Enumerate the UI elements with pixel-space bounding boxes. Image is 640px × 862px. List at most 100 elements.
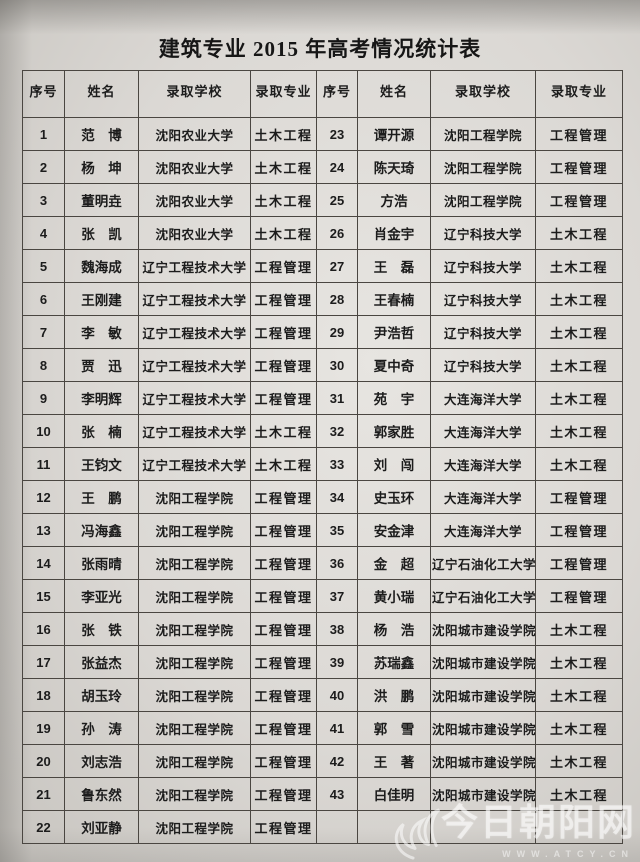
cell-serial: 36 <box>316 546 358 580</box>
cell-major: 工程管理 <box>250 282 317 316</box>
cell-name: 方浩 <box>357 183 431 217</box>
cell-major: 工程管理 <box>250 513 317 547</box>
cell-name: 肖金宇 <box>357 216 431 250</box>
cell-school: 沈阳工程学院 <box>138 546 251 580</box>
cell-name: 陈天琦 <box>357 150 431 184</box>
watermark-url: WWW.ATCY.CN <box>502 849 634 859</box>
column-header: 姓名 <box>64 70 139 118</box>
cell-school: 辽宁工程技术大学 <box>138 414 251 448</box>
cell-major <box>535 810 623 844</box>
cell-major: 工程管理 <box>535 480 623 514</box>
cell-major: 工程管理 <box>250 480 317 514</box>
table-row: 15 李亚光 沈阳工程学院 工程管理 37 黄小瑞 辽宁石油化工大学 工程管理 <box>22 579 623 613</box>
cell-major: 土木工程 <box>535 777 623 811</box>
cell-name: 金 超 <box>357 546 431 580</box>
cell-major: 工程管理 <box>250 348 317 382</box>
cell-serial: 37 <box>316 579 358 613</box>
cell-school: 沈阳农业大学 <box>138 117 251 151</box>
cell-name: 郭 雪 <box>357 711 431 745</box>
cell-school: 辽宁工程技术大学 <box>138 348 251 382</box>
cell-major: 工程管理 <box>250 678 317 712</box>
cell-serial: 15 <box>22 579 65 613</box>
cell-major: 土木工程 <box>535 282 623 316</box>
table-row: 14 张雨晴 沈阳工程学院 工程管理 36 金 超辽宁石油化工大学 工程管理 <box>22 546 623 580</box>
cell-school: 沈阳工程学院 <box>138 744 251 778</box>
cell-major: 土木工程 <box>535 645 623 679</box>
cell-school: 辽宁工程技术大学 <box>138 282 251 316</box>
cell-name: 孙 涛 <box>64 711 139 745</box>
cell-name: 张益杰 <box>64 645 139 679</box>
cell-name: 杨 浩 <box>357 612 431 646</box>
cell-major: 工程管理 <box>250 744 317 778</box>
cell-name: 王春楠 <box>357 282 431 316</box>
cell-school: 辽宁工程技术大学 <box>138 447 251 481</box>
cell-name: 夏中奇 <box>357 348 431 382</box>
column-header: 录取专业 <box>250 70 317 118</box>
table-row: 13 冯海鑫 沈阳工程学院 工程管理 35 安金津 大连海洋大学 工程管理 <box>22 513 623 547</box>
header-row: 序号 姓名 录取学校 录取专业 序号 姓名 录取学校 录取专业 <box>22 70 623 118</box>
cell-school: 辽宁科技大学 <box>430 348 536 382</box>
cell-major: 土木工程 <box>535 249 623 283</box>
table-row: 6 王刚建 辽宁工程技术大学 工程管理 28 王春楠 辽宁科技大学 土木工程 <box>22 282 623 316</box>
cell-serial: 21 <box>22 777 65 811</box>
cell-major: 土木工程 <box>250 447 317 481</box>
cell-serial: 23 <box>316 117 358 151</box>
table-row: 5 魏海成 辽宁工程技术大学 工程管理 27 王 磊辽宁科技大学 土木工程 <box>22 249 623 283</box>
cell-serial: 9 <box>22 381 65 415</box>
cell-school: 沈阳工程学院 <box>138 711 251 745</box>
cell-school: 大连海洋大学 <box>430 513 536 547</box>
cell-major: 土木工程 <box>535 447 623 481</box>
cell-school: 沈阳工程学院 <box>138 810 251 844</box>
table-row: 20 刘志浩 沈阳工程学院 工程管理 42 王 著沈阳城市建设学院 土木工程 <box>22 744 623 778</box>
cell-serial <box>316 810 358 844</box>
cell-major: 土木工程 <box>535 711 623 745</box>
cell-serial: 14 <box>22 546 65 580</box>
cell-name: 张 凯 <box>64 216 139 250</box>
cell-school: 辽宁科技大学 <box>430 315 536 349</box>
cell-school: 沈阳农业大学 <box>138 150 251 184</box>
cell-major: 工程管理 <box>535 579 623 613</box>
cell-serial: 41 <box>316 711 358 745</box>
cell-serial: 11 <box>22 447 65 481</box>
cell-school: 大连海洋大学 <box>430 414 536 448</box>
cell-name: 安金津 <box>357 513 431 547</box>
cell-major: 工程管理 <box>250 777 317 811</box>
cell-school: 沈阳农业大学 <box>138 183 251 217</box>
cell-name: 张雨晴 <box>64 546 139 580</box>
cell-serial: 34 <box>316 480 358 514</box>
column-header: 录取专业 <box>535 70 623 118</box>
cell-school: 辽宁工程技术大学 <box>138 315 251 349</box>
cell-name: 鲁东然 <box>64 777 139 811</box>
cell-school: 沈阳城市建设学院 <box>430 678 536 712</box>
column-header: 序号 <box>22 70 65 118</box>
cell-name: 王钧文 <box>64 447 139 481</box>
cell-name: 王刚建 <box>64 282 139 316</box>
cell-school: 辽宁科技大学 <box>430 282 536 316</box>
cell-school: 沈阳城市建设学院 <box>430 744 536 778</box>
cell-major: 土木工程 <box>535 414 623 448</box>
cell-serial: 17 <box>22 645 65 679</box>
cell-major: 土木工程 <box>250 150 317 184</box>
cell-school: 沈阳工程学院 <box>138 612 251 646</box>
cell-serial: 4 <box>22 216 65 250</box>
cell-major: 土木工程 <box>250 216 317 250</box>
cell-serial: 16 <box>22 612 65 646</box>
cell-major: 土木工程 <box>535 381 623 415</box>
cell-name: 黄小瑞 <box>357 579 431 613</box>
cell-major: 工程管理 <box>250 810 317 844</box>
cell-name: 王 磊 <box>357 249 431 283</box>
cell-name: 冯海鑫 <box>64 513 139 547</box>
cell-name: 谭开源 <box>357 117 431 151</box>
cell-serial: 19 <box>22 711 65 745</box>
cell-name: 董明垚 <box>64 183 139 217</box>
cell-name: 李亚光 <box>64 579 139 613</box>
table-row: 18 胡玉玲 沈阳工程学院 工程管理 40 洪 鹏沈阳城市建设学院 土木工程 <box>22 678 623 712</box>
cell-serial: 20 <box>22 744 65 778</box>
cell-school: 辽宁工程技术大学 <box>138 381 251 415</box>
cell-school: 沈阳城市建设学院 <box>430 645 536 679</box>
cell-major: 工程管理 <box>535 546 623 580</box>
